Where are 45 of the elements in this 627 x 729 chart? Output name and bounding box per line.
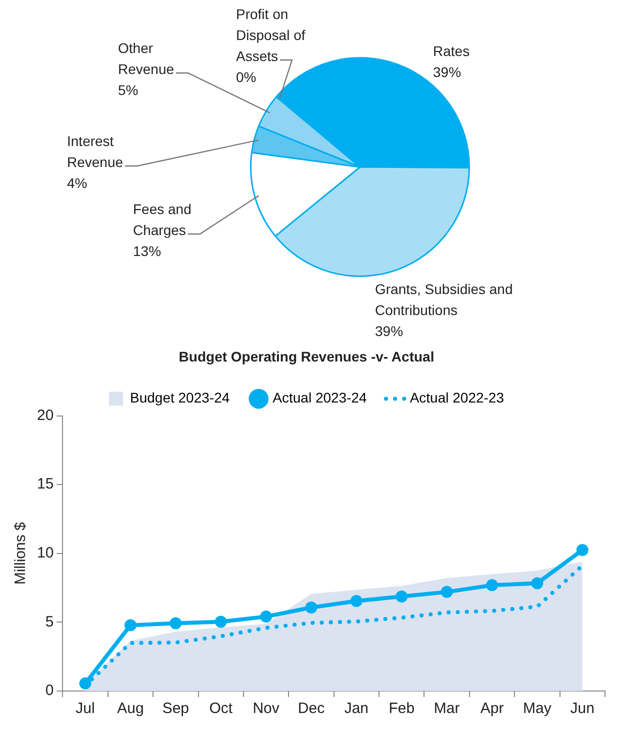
- x-tick-label: Nov: [252, 700, 280, 718]
- point: [531, 577, 544, 590]
- x-tick-label: Aug: [117, 700, 144, 718]
- slice-label: Interest Revenue: [67, 132, 124, 170]
- y-tick-label: 15: [36, 476, 54, 493]
- point: [576, 544, 588, 556]
- x-tick-label: Sep: [162, 700, 190, 718]
- y-axis-title: Millions $: [12, 521, 30, 585]
- data-label: 5%: [118, 82, 138, 98]
- point: [124, 619, 136, 632]
- x-tick-label: Jun: [570, 700, 594, 718]
- x-tick-label: Mar: [434, 700, 460, 718]
- y-tick-label: 10: [36, 544, 54, 562]
- slice-label: Grants, Subsidies and Contributions: [375, 280, 513, 318]
- point: [486, 579, 498, 592]
- slice-label: Rates: [433, 42, 470, 59]
- x-tick-label: Jul: [76, 700, 95, 718]
- category-label: Profit on Disposal of Assets: [236, 6, 306, 64]
- x-tick-label: May: [523, 700, 552, 718]
- data-label: 39%: [433, 64, 462, 80]
- legend-label: Budget 2023-24: [130, 390, 230, 406]
- point: [350, 595, 362, 608]
- x-tick-label: Apr: [480, 700, 504, 718]
- legend-label: Actual 2023-24: [272, 390, 368, 406]
- chart-title: Budget Operating Revenues -v- Actual: [178, 348, 434, 364]
- y-tick-label: 5: [45, 613, 54, 630]
- y-tick-label: 0: [45, 682, 54, 700]
- x-tick-label: Dec: [298, 700, 326, 718]
- point: [170, 617, 182, 630]
- point: [260, 610, 272, 623]
- point: [305, 601, 318, 614]
- slice-label: Fees and Charges: [133, 200, 192, 238]
- x-tick-label: Oct: [209, 700, 234, 718]
- point: [214, 616, 227, 628]
- data-label: 39%: [375, 322, 404, 339]
- x-tick-label: Feb: [388, 700, 415, 718]
- slice-label: Other Revenue: [118, 40, 174, 77]
- text: 0%: [236, 68, 256, 85]
- y-tick-label: 20: [36, 406, 54, 424]
- x-tick-label: Jan: [344, 700, 369, 718]
- point: [396, 590, 408, 602]
- data-label: 4%: [67, 174, 88, 191]
- point: [440, 586, 453, 598]
- data-label: 13%: [133, 242, 162, 259]
- legend-label: Actual 2022-23: [410, 390, 504, 406]
